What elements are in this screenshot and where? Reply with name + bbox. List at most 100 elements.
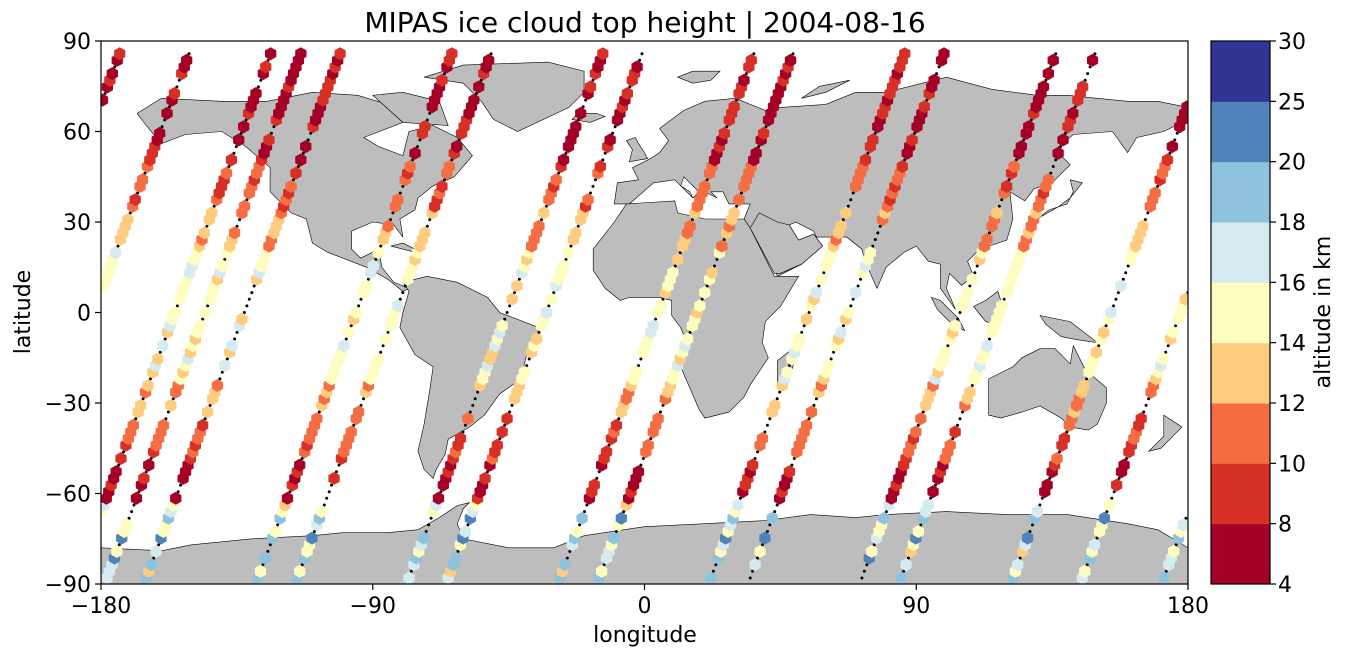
no-cloud-point xyxy=(428,218,432,222)
no-cloud-point xyxy=(673,264,677,268)
no-cloud-point xyxy=(443,72,446,76)
cloud-point xyxy=(864,246,876,260)
cloud-point xyxy=(1115,279,1127,293)
cloud-point xyxy=(491,438,503,452)
no-cloud-point xyxy=(611,131,615,135)
no-cloud-point xyxy=(212,204,216,208)
cloud-point xyxy=(835,219,847,233)
cloud-point xyxy=(328,471,340,485)
no-cloud-point xyxy=(176,490,180,494)
cloud-point xyxy=(610,418,622,432)
no-cloud-point xyxy=(1085,563,1089,567)
no-cloud-point xyxy=(744,72,748,76)
no-cloud-point xyxy=(902,569,906,573)
no-cloud-point xyxy=(775,503,779,507)
no-cloud-point xyxy=(937,65,941,69)
no-cloud-point xyxy=(735,204,739,208)
no-cloud-point xyxy=(266,549,270,553)
no-cloud-point xyxy=(591,78,595,82)
cloud-point xyxy=(784,53,797,67)
no-cloud-point xyxy=(564,151,568,155)
cloud-point xyxy=(229,226,241,240)
cloud-point xyxy=(694,299,706,313)
no-cloud-point xyxy=(463,423,467,427)
cloud-point xyxy=(468,93,480,107)
no-cloud-point xyxy=(878,224,882,228)
no-cloud-point xyxy=(148,377,152,381)
cloud-point xyxy=(436,179,448,193)
cloud-point xyxy=(867,133,879,147)
no-cloud-point xyxy=(177,78,181,82)
no-cloud-point xyxy=(391,211,395,215)
x-axis: −180 −90 0 90 180 xyxy=(71,584,1209,619)
no-cloud-point xyxy=(1049,65,1053,69)
cloud-point xyxy=(404,160,416,173)
no-cloud-point xyxy=(757,145,761,149)
cloud-point xyxy=(127,418,139,432)
cloud-point xyxy=(198,226,210,240)
no-cloud-point xyxy=(357,304,361,308)
cloud-point xyxy=(152,352,164,366)
cloud-point xyxy=(1103,498,1115,512)
no-cloud-point xyxy=(576,224,580,228)
no-cloud-point xyxy=(505,311,509,314)
no-cloud-point xyxy=(143,171,147,175)
colorbar-tick-label: 25 xyxy=(1278,90,1306,115)
cloud-point xyxy=(600,445,613,459)
no-cloud-point xyxy=(245,304,249,308)
cloud-point xyxy=(705,571,717,584)
cloud-point xyxy=(766,511,778,525)
no-cloud-point xyxy=(317,410,321,414)
no-cloud-point xyxy=(812,403,816,407)
no-cloud-point xyxy=(325,496,329,500)
cloud-point xyxy=(259,551,271,565)
cloud-point xyxy=(584,80,597,94)
cloud-point xyxy=(338,339,350,353)
cloud-point xyxy=(145,558,157,572)
no-cloud-point xyxy=(1166,344,1170,348)
cloud-point xyxy=(781,365,793,379)
colorbar-segment xyxy=(1211,41,1270,102)
no-cloud-point xyxy=(398,191,402,195)
cloud-point xyxy=(594,160,606,173)
no-cloud-point xyxy=(907,556,910,560)
cloud-point xyxy=(233,133,245,147)
no-cloud-point xyxy=(1095,536,1099,540)
cloud-point xyxy=(372,352,384,366)
cloud-point xyxy=(918,100,930,114)
no-cloud-point xyxy=(641,457,645,460)
cloud-point xyxy=(684,219,696,233)
no-cloud-point xyxy=(1112,304,1115,308)
cloud-point xyxy=(1051,452,1063,465)
cloud-point xyxy=(300,140,312,154)
no-cloud-point xyxy=(1054,52,1058,56)
no-cloud-point xyxy=(266,58,270,62)
cloud-point xyxy=(459,525,471,538)
cloud-point xyxy=(754,544,766,558)
cloud-point xyxy=(1079,564,1091,578)
cloud-point xyxy=(1135,412,1147,426)
cloud-point xyxy=(129,193,141,207)
cloud-point xyxy=(631,60,643,74)
cloud-point xyxy=(114,47,126,61)
cloud-point xyxy=(130,491,143,505)
cloud-point xyxy=(294,564,306,578)
colorbar-tick-label: 20 xyxy=(1278,151,1306,176)
no-cloud-point xyxy=(713,264,716,268)
no-cloud-point xyxy=(925,98,929,102)
no-cloud-point xyxy=(564,257,568,261)
no-cloud-point xyxy=(136,191,140,195)
no-cloud-point xyxy=(359,297,363,301)
cloud-point xyxy=(501,412,513,426)
no-cloud-points xyxy=(103,52,1188,580)
cloud-point xyxy=(559,558,571,572)
no-cloud-point xyxy=(1147,397,1151,401)
cloud-point xyxy=(981,233,993,246)
no-cloud-point xyxy=(791,52,795,56)
no-cloud-point xyxy=(740,191,743,195)
cloud-point xyxy=(859,153,872,167)
cloud-point xyxy=(220,166,233,180)
no-cloud-point xyxy=(1156,184,1160,188)
cloud-point xyxy=(360,279,372,293)
no-cloud-point xyxy=(503,423,507,427)
